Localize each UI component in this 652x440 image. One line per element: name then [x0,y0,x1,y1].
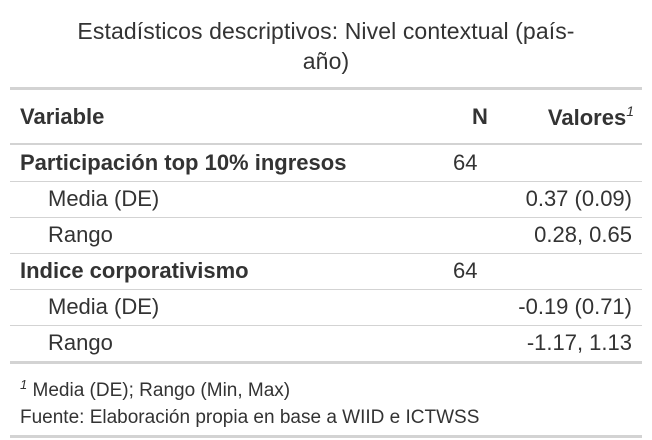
row-variable: Indice corporativismo [10,252,435,289]
table-title-line-2: año) [302,48,350,74]
table-row: Media (DE) 0.37 (0.09) [10,180,642,217]
table-row: Rango -1.17, 1.13 [10,324,642,361]
row-n [435,216,505,253]
footnote-note: 1 Media (DE); Rango (Min, Max) [20,377,291,401]
row-value: -1.17, 1.13 [505,324,642,361]
row-value [505,145,642,181]
header-variable: Variable [20,103,105,129]
table-row: Indice corporativismo 64 [10,252,642,289]
row-variable: Media (DE) [10,180,435,217]
row-variable: Rango [10,324,435,361]
row-n: 64 [453,149,478,175]
header-values: Valores1 [547,102,634,130]
stats-body: Participación top 10% ingresos 64 Media … [10,145,642,361]
table-row: Media (DE) -0.19 (0.71) [10,288,642,325]
row-n [435,288,505,325]
header-top-rule [10,87,642,90]
footnote-source: Fuente: Elaboración propia en base a WII… [20,407,480,428]
header-n: N [472,103,488,129]
table-row: Participación top 10% ingresos 64 [10,145,642,181]
body-bottom-rule [10,361,642,364]
header-row: Variable N Valores1 [10,90,642,143]
row-value [505,252,642,289]
row-n: 64 [435,252,505,289]
row-n [435,324,505,361]
row-variable: Participación top 10% ingresos [20,149,347,175]
stats-table: Variable N Valores1 [10,90,642,143]
header-footnote-marker: 1 [626,102,634,119]
row-value: 0.28, 0.65 [505,216,642,253]
table-row: Rango 0.28, 0.65 [10,216,642,253]
row-variable: Rango [10,216,435,253]
header-bottom-rule [10,143,642,145]
row-value: 0.37 (0.09) [505,180,642,217]
footnote-marker: 1 [20,377,28,392]
row-value: -0.19 (0.71) [505,288,642,325]
table-title: Estadísticos descriptivos: Nivel context… [10,0,642,78]
row-variable: Media (DE) [10,288,435,325]
table-footnotes: 1 Media (DE); Rango (Min, Max) Fuente: E… [10,364,642,431]
table-bottom-rule [10,435,642,438]
row-n [435,180,505,217]
table-title-line-1: Estadísticos descriptivos: Nivel context… [77,18,575,44]
descriptive-stats-table: Estadísticos descriptivos: Nivel context… [10,0,642,438]
